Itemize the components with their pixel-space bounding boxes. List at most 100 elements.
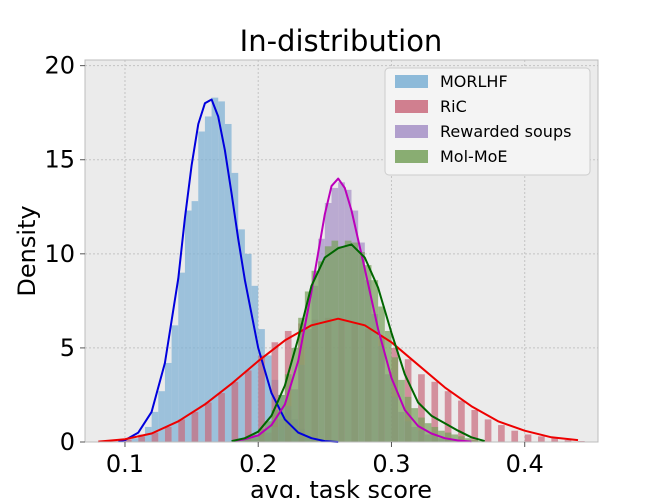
histogram-bar (471, 440, 479, 442)
histogram-bar (138, 436, 145, 442)
histogram-bar (151, 432, 159, 442)
histogram-bar (298, 317, 305, 442)
x-tick-label: 0.4 (506, 450, 544, 478)
histogram-bar (291, 347, 299, 442)
histogram-bar (471, 410, 479, 442)
legend-box (384, 67, 591, 176)
histogram-bar (244, 253, 252, 442)
histogram-bar (178, 272, 185, 442)
histogram-bar (258, 428, 265, 442)
legend: MORLHF RiC Rewarded soups Mol-MoE (384, 67, 591, 176)
histogram-bar (324, 246, 332, 442)
histogram-bar (458, 436, 465, 442)
histogram-bar (271, 342, 279, 442)
kde-line-3 (231, 243, 485, 443)
histogram-bar (378, 306, 385, 442)
histogram-bar (231, 381, 239, 442)
histogram-bar (244, 370, 252, 442)
plot-frame (84, 59, 599, 443)
histogram-bar (218, 101, 225, 442)
x-tick-label: 0.3 (372, 450, 410, 478)
histogram-bar (364, 265, 372, 442)
y-tick-label: 20 (44, 52, 75, 80)
histogram-bar (384, 330, 392, 442)
legend-label: MORLHF (440, 72, 508, 91)
histogram-bar (204, 116, 212, 443)
kde-line-0 (118, 98, 339, 443)
legend-swatch (395, 125, 428, 138)
histogram-bar (238, 440, 245, 442)
histogram-bar (198, 131, 205, 442)
legend-label: Mol-MoE (440, 147, 508, 166)
legend-swatch (395, 100, 428, 113)
histogram-bar (178, 419, 185, 442)
histogram-bar (484, 419, 492, 442)
histogram-bar (498, 425, 505, 442)
histogram-bar (351, 242, 359, 442)
histogram-bar (151, 411, 159, 442)
histogram-bar (238, 229, 245, 442)
histogram-bar (164, 362, 172, 442)
histogram-bar (271, 410, 279, 442)
histogram-bar (191, 201, 199, 442)
kde-line-2 (231, 177, 472, 443)
histograms (98, 97, 585, 443)
y-tick-label: 5 (60, 334, 75, 362)
y-axis-ticks: 0 5 10 15 20 (44, 52, 85, 456)
histogram-bar (411, 408, 419, 442)
histogram-bar (524, 434, 532, 442)
histogram-bar (444, 432, 452, 442)
histogram-bar (551, 438, 559, 442)
histogram-bar (444, 391, 452, 442)
histogram-bar (131, 438, 139, 442)
x-axis-label: avg. task score (250, 476, 432, 498)
x-axis-ticks: 0.1 0.2 0.3 0.4 (106, 442, 544, 478)
histogram-bar (251, 434, 259, 442)
histogram-bar (184, 210, 192, 442)
kde-line-1 (98, 317, 579, 443)
histogram-bar (451, 434, 459, 442)
histogram-bar (304, 291, 312, 442)
histogram-bar (358, 251, 365, 442)
x-tick-label: 0.1 (106, 450, 144, 478)
histogram-bar (418, 374, 425, 442)
histogram-bar (371, 280, 379, 442)
histogram-bar (311, 270, 319, 442)
x-tick-label: 0.2 (239, 450, 277, 478)
histogram-bar (244, 438, 252, 442)
histogram-bar (164, 426, 172, 442)
y-tick-label: 15 (44, 146, 75, 174)
histogram-bar (418, 417, 425, 442)
histogram-bar (171, 325, 179, 442)
histogram-bar (344, 240, 352, 442)
histogram-bar (211, 97, 219, 442)
histogram-bar (218, 393, 225, 442)
histogram-bar (404, 396, 412, 442)
legend-label: RiC (440, 97, 467, 116)
histogram-bar (564, 440, 572, 442)
histogram-bar (391, 357, 399, 442)
y-tick-label: 10 (44, 240, 75, 268)
histogram-bar (398, 379, 405, 442)
histogram-bar (231, 172, 239, 442)
legend-label: Rewarded soups (440, 122, 571, 141)
histogram-bar (331, 240, 339, 442)
histogram-bar (124, 439, 132, 442)
histogram-bar (204, 402, 212, 442)
y-tick-label: 0 (60, 428, 75, 456)
histogram-bar (431, 381, 439, 442)
histogram-bar (264, 421, 272, 442)
histogram-bar (511, 430, 519, 442)
histogram-bar (538, 436, 545, 442)
histogram-bar (458, 400, 465, 442)
legend-swatch (395, 150, 428, 163)
histogram-bar (224, 123, 232, 443)
y-axis-label: Density (13, 205, 41, 296)
histogram-bar (284, 374, 292, 442)
histogram-bar (278, 394, 285, 442)
histogram-bar (264, 355, 272, 442)
chart-title: In-distribution (240, 24, 443, 58)
histogram-bar (258, 355, 265, 442)
histogram-bar (338, 246, 345, 442)
